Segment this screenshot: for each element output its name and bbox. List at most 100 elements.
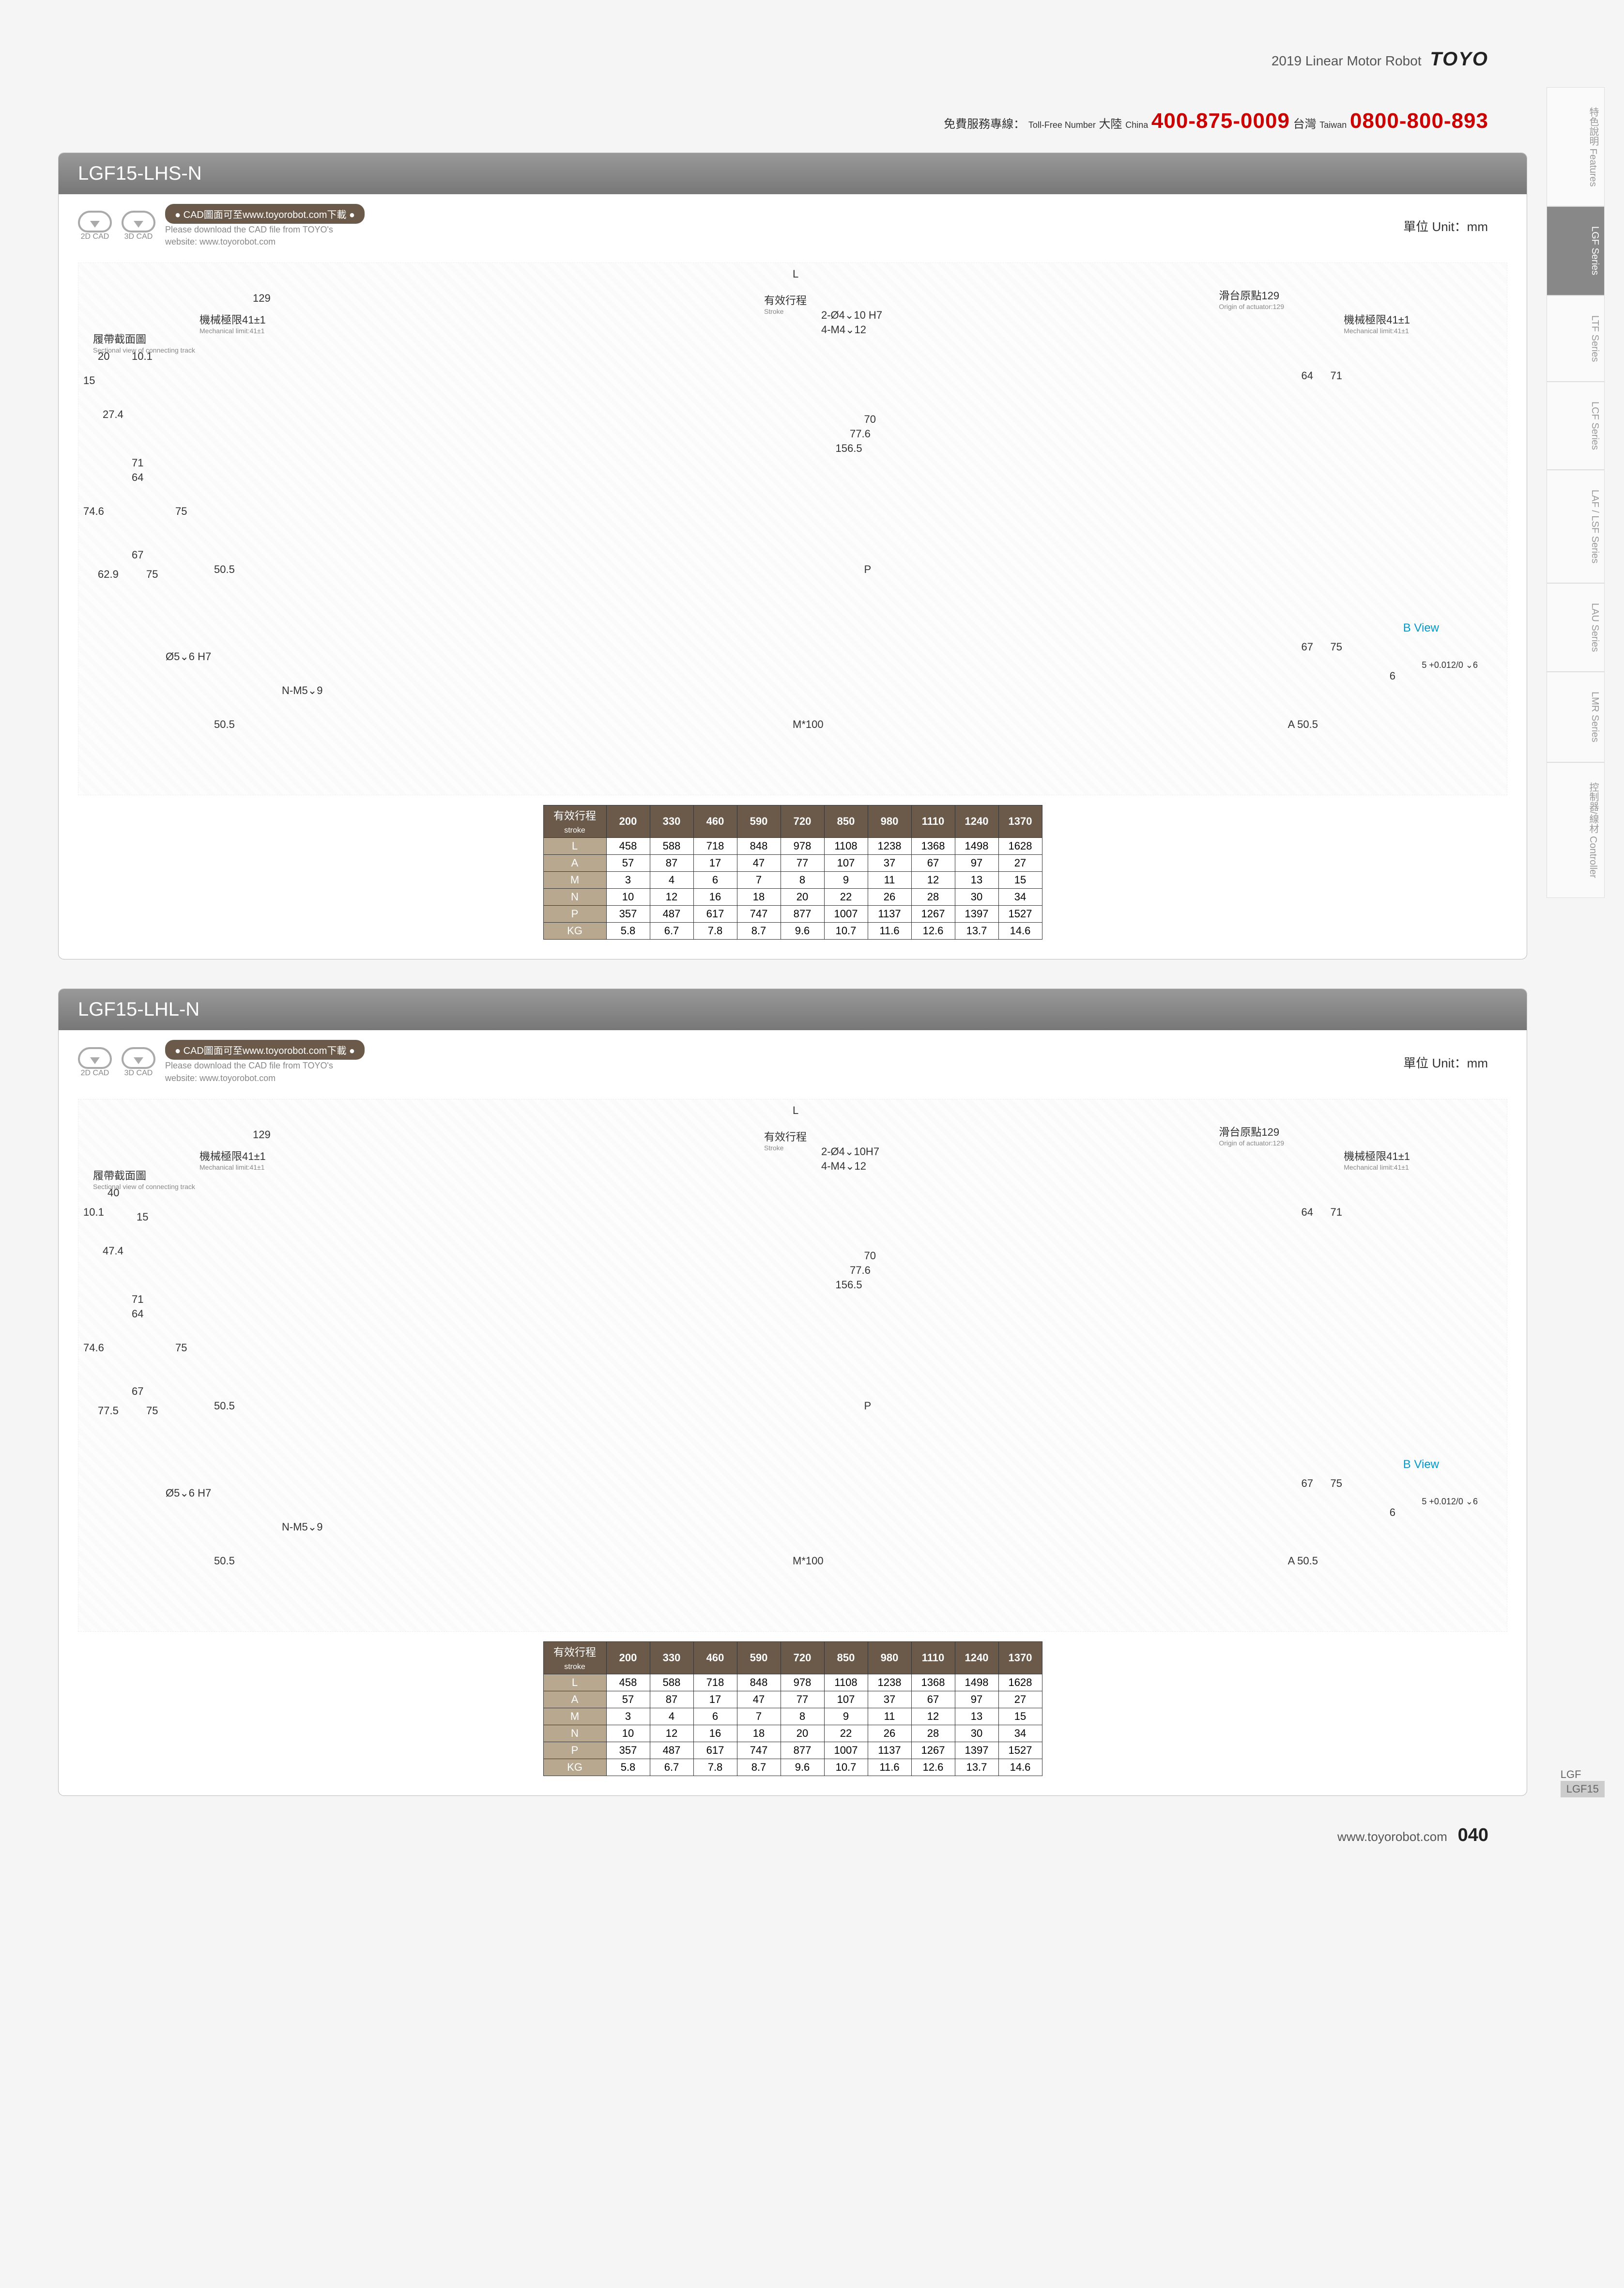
footer-url: www.toyorobot.com bbox=[1337, 1829, 1447, 1844]
header-title: 2019 Linear Motor Robot bbox=[1272, 53, 1422, 68]
dim: 15 bbox=[83, 374, 95, 387]
table-cell: 6 bbox=[693, 872, 737, 889]
table-cell: 22 bbox=[824, 889, 868, 906]
table-cell: 47 bbox=[737, 1691, 781, 1708]
table-cell: 487 bbox=[650, 906, 693, 923]
table-cell: 12 bbox=[911, 872, 955, 889]
dim: 40 bbox=[107, 1187, 119, 1199]
table-stroke-header: 460 bbox=[693, 1641, 737, 1674]
table-row-label: P bbox=[543, 906, 606, 923]
dim: 64 bbox=[132, 471, 143, 484]
side-index: LGF LGF15 bbox=[1561, 1768, 1605, 1797]
dim: 71 bbox=[132, 457, 143, 469]
table-cell: 7 bbox=[737, 1708, 781, 1725]
side-tab[interactable]: LAF / LSF Series bbox=[1547, 470, 1605, 583]
dim: 50.5 bbox=[214, 1555, 235, 1567]
table-cell: 8.7 bbox=[737, 923, 781, 940]
side-tab[interactable]: LTF Series bbox=[1547, 295, 1605, 382]
table-row-label: N bbox=[543, 1725, 606, 1742]
dim: 74.6 bbox=[83, 505, 104, 518]
spec-table: 有效行程stroke200330460590720850980111012401… bbox=[543, 1641, 1042, 1776]
section-title: LGF15-LHS-N bbox=[59, 153, 1527, 194]
side-tab[interactable]: LGF Series bbox=[1547, 206, 1605, 295]
dim-P: P bbox=[864, 563, 872, 576]
table-cell: 1397 bbox=[955, 1742, 998, 1759]
table-row-label: A bbox=[543, 855, 606, 872]
table-cell: 77 bbox=[781, 855, 824, 872]
table-cell: 16 bbox=[693, 1725, 737, 1742]
table-cell: 3 bbox=[606, 1708, 650, 1725]
table-row-label: L bbox=[543, 1674, 606, 1691]
table-cell: 10.7 bbox=[824, 1759, 868, 1776]
table-cell: 30 bbox=[955, 889, 998, 906]
dim-M100: M*100 bbox=[793, 1555, 824, 1567]
table-stroke-header: 330 bbox=[650, 805, 693, 838]
side-tab[interactable]: LMR Series bbox=[1547, 672, 1605, 762]
table-cell: 1238 bbox=[868, 1674, 911, 1691]
table-stroke-header: 460 bbox=[693, 805, 737, 838]
hole-spec-1: 2-Ø4⌄10 H7 bbox=[821, 309, 882, 322]
table-cell: 67 bbox=[911, 855, 955, 872]
table-cell: 15 bbox=[998, 1708, 1042, 1725]
table-cell: 12 bbox=[650, 889, 693, 906]
china-label: 大陸 bbox=[1099, 118, 1122, 131]
table-cell: 9 bbox=[824, 872, 868, 889]
table-cell: 20 bbox=[781, 889, 824, 906]
table-stroke-header: 1370 bbox=[998, 805, 1042, 838]
table-header-label: 有效行程stroke bbox=[543, 805, 606, 838]
side-index-group: LGF bbox=[1561, 1768, 1581, 1780]
dim: 77.5 bbox=[98, 1405, 119, 1417]
dim: 77.6 bbox=[850, 428, 871, 440]
origin-label: 滑台原點129Origin of actuator:129 bbox=[1219, 287, 1284, 310]
table-row-label: M bbox=[543, 872, 606, 889]
table-cell: 1527 bbox=[998, 906, 1042, 923]
table-cell: 22 bbox=[824, 1725, 868, 1742]
table-cell: 67 bbox=[911, 1691, 955, 1708]
dim-L: L bbox=[793, 268, 798, 280]
hole-spec-1: 2-Ø4⌄10H7 bbox=[821, 1145, 879, 1158]
table-cell: 37 bbox=[868, 855, 911, 872]
cad-badge: ● CAD圖面可至www.toyorobot.com下載 ● bbox=[165, 204, 365, 224]
table-stroke-header: 1370 bbox=[998, 1641, 1042, 1674]
table-cell: 1267 bbox=[911, 906, 955, 923]
table-cell: 18 bbox=[737, 1725, 781, 1742]
hole-spec-3: Ø5⌄6 H7 bbox=[166, 650, 211, 663]
table-cell: 6.7 bbox=[650, 1759, 693, 1776]
table-stroke-header: 980 bbox=[868, 805, 911, 838]
hotline-label-en: Toll-Free Number bbox=[1028, 120, 1096, 130]
dim: 20 bbox=[98, 350, 109, 363]
table-cell: 17 bbox=[693, 1691, 737, 1708]
table-cell: 487 bbox=[650, 1742, 693, 1759]
table-cell: 1137 bbox=[868, 1742, 911, 1759]
table-cell: 12 bbox=[911, 1708, 955, 1725]
table-cell: 17 bbox=[693, 855, 737, 872]
side-tab[interactable]: LCF Series bbox=[1547, 382, 1605, 470]
b-view-label: B View bbox=[1403, 621, 1439, 635]
table-cell: 14.6 bbox=[998, 923, 1042, 940]
table-cell: 107 bbox=[824, 1691, 868, 1708]
cad-2d-icon: 2D CAD bbox=[78, 1047, 112, 1078]
table-cell: 12.6 bbox=[911, 1759, 955, 1776]
table-row-label: P bbox=[543, 1742, 606, 1759]
table-cell: 1108 bbox=[824, 838, 868, 855]
dim: 50.5 bbox=[214, 1400, 235, 1412]
table-cell: 1007 bbox=[824, 1742, 868, 1759]
dim: 10.1 bbox=[83, 1206, 104, 1219]
table-cell: 978 bbox=[781, 1674, 824, 1691]
taiwan-number: 0800-800-893 bbox=[1350, 109, 1488, 133]
side-tab[interactable]: LAU Series bbox=[1547, 583, 1605, 672]
side-tabs: 特色說明 FeaturesLGF SeriesLTF SeriesLCF Ser… bbox=[1547, 87, 1605, 898]
dim: 70 bbox=[864, 1250, 876, 1262]
cad-3d-icon: 3D CAD bbox=[122, 1047, 155, 1078]
side-tab[interactable]: 控制器/線材 Controller bbox=[1547, 762, 1605, 898]
dim: 50.5 bbox=[214, 718, 235, 731]
table-cell: 11 bbox=[868, 1708, 911, 1725]
taiwan-sub: Taiwan bbox=[1319, 120, 1347, 130]
table-cell: 13.7 bbox=[955, 1759, 998, 1776]
table-cell: 27 bbox=[998, 1691, 1042, 1708]
dim: 75 bbox=[146, 1405, 158, 1417]
dim-A: A 50.5 bbox=[1288, 718, 1318, 731]
side-tab[interactable]: 特色說明 Features bbox=[1547, 87, 1605, 206]
section-title: LGF15-LHL-N bbox=[59, 989, 1527, 1030]
table-cell: 617 bbox=[693, 906, 737, 923]
